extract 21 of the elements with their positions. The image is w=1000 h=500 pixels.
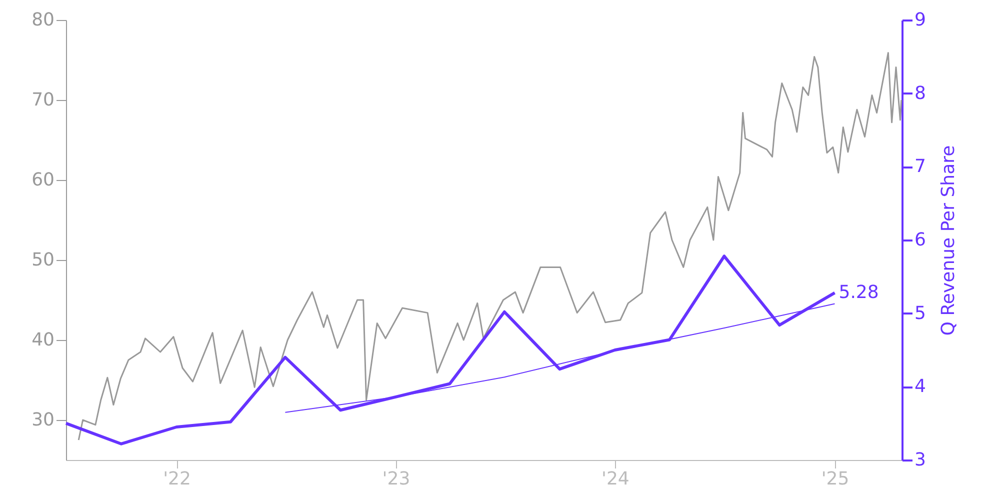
data-label: 5.28 <box>838 282 879 303</box>
y-tick-label: 70 <box>32 90 54 110</box>
y-tick-label: 50 <box>32 250 54 270</box>
x-tick-label: '25 <box>821 468 850 490</box>
y2-tick-label: 9 <box>914 10 926 30</box>
y2-tick-label: 4 <box>914 376 926 398</box>
y-tick-label: 60 <box>32 170 54 190</box>
y-tick-label: 80 <box>32 10 54 30</box>
x-tick-label: '22 <box>163 468 191 490</box>
y2-tick-label: 3 <box>914 450 926 470</box>
y-tick-label: 40 <box>32 330 54 350</box>
x-tick-label: '24 <box>601 468 630 490</box>
y2-tick-label: 6 <box>914 230 926 250</box>
y2-tick-label: 7 <box>914 156 926 178</box>
y-tick-label: 30 <box>32 410 54 430</box>
line-series <box>78 52 902 441</box>
y2-tick-label: 5 <box>914 302 926 324</box>
x-tick-label: '23 <box>382 468 410 490</box>
line-series <box>64 254 836 446</box>
y2-axis-title: Q Revenue Per Share <box>938 145 959 336</box>
y2-tick-label: 8 <box>914 82 926 104</box>
